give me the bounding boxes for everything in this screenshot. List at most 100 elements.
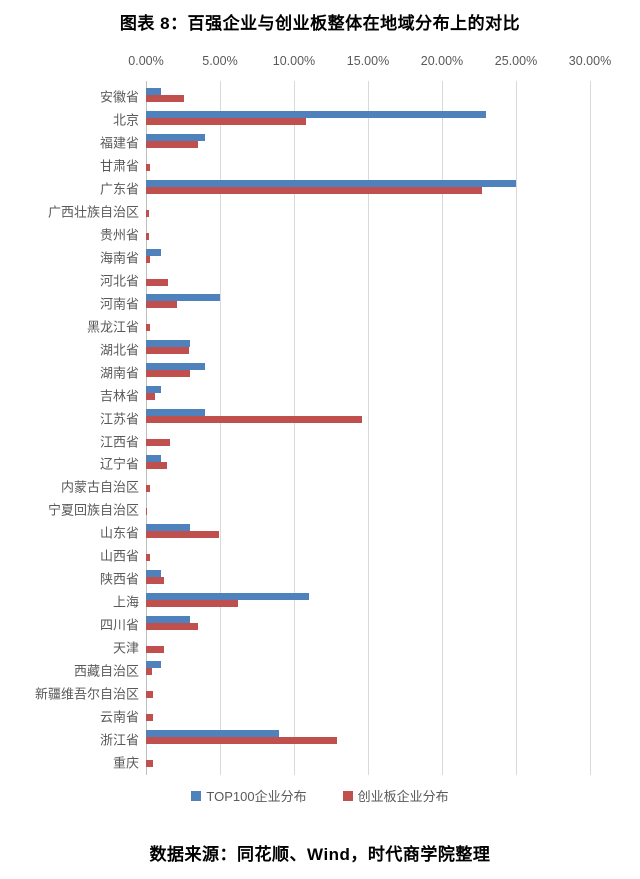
bar-chinext	[146, 668, 152, 676]
bar-chinext	[146, 416, 363, 424]
category-label: 湖北省	[99, 342, 139, 358]
category-label: 河南省	[99, 296, 139, 312]
legend: TOP100企业分布 创业板企业分布	[0, 786, 640, 805]
category-row: 河北省	[100, 269, 590, 292]
gridline	[590, 81, 591, 775]
bar-chinext	[146, 530, 219, 538]
category-label: 内蒙古自治区	[60, 479, 139, 495]
legend-item: TOP100企业分布	[191, 786, 307, 805]
bar-pair	[146, 179, 590, 194]
category-label: 江西省	[99, 434, 139, 450]
category-row: 陕西省	[100, 567, 590, 590]
gridline	[516, 81, 517, 775]
category-row: 湖南省	[100, 360, 590, 383]
category-axis-line	[146, 81, 147, 775]
bar-chinext	[146, 553, 151, 561]
bar-top100	[146, 386, 161, 394]
legend-label: TOP100企业分布	[206, 789, 307, 804]
bar-chinext	[146, 691, 154, 699]
chart-title: 图表 8：百强企业与创业板整体在地域分布上的对比	[119, 14, 521, 33]
bar-chinext	[146, 462, 167, 469]
bar-pair	[146, 110, 590, 125]
bar-rows: 安徽省 北京 福建省 甘肃省 广东省 广西壮族自治区 贵州省 海南省 河北省 河南省 黑龙江省 湖北省…	[35, 85, 590, 773]
bar-chinext	[146, 393, 155, 401]
category-row: 新疆维吾尔自治区	[35, 681, 590, 704]
bar-chinext	[146, 255, 151, 263]
bar-pair	[146, 248, 590, 263]
category-row: 广东省	[100, 177, 590, 200]
category-row: 江苏省	[100, 406, 590, 429]
category-label: 山西省	[99, 548, 139, 564]
category-row: 内蒙古自治区	[61, 475, 590, 498]
bar-top100	[146, 248, 161, 256]
bar-pair	[146, 569, 590, 584]
category-label: 贵州省	[99, 227, 139, 243]
category-row: 四川省	[100, 613, 590, 636]
category-row: 湖北省	[100, 337, 590, 360]
category-label: 江苏省	[99, 411, 139, 427]
category-row: 宁夏回族自治区	[48, 498, 590, 521]
bar-pair	[146, 523, 590, 538]
bar-top100	[146, 615, 191, 623]
category-label: 海南省	[99, 250, 139, 266]
bar-pair	[146, 363, 590, 378]
bar-top100	[146, 88, 161, 95]
bar-chinext	[146, 760, 154, 768]
bar-top100	[146, 523, 191, 531]
category-label: 重庆	[112, 755, 139, 771]
bar-chinext	[146, 737, 337, 745]
legend-swatch-icon	[342, 790, 353, 801]
bar-top100	[146, 363, 206, 371]
bar-pair	[146, 157, 590, 171]
category-label: 广西壮族自治区	[47, 204, 139, 220]
bar-pair	[146, 730, 590, 745]
bar-pair	[146, 455, 590, 469]
bar-chinext	[146, 232, 149, 240]
bar-pair	[146, 203, 590, 217]
category-row: 上海	[113, 590, 590, 613]
source-note: 数据来源：同花顺、Wind，时代商学院整理	[149, 845, 491, 864]
bar-chinext	[146, 95, 185, 102]
bar-top100	[146, 294, 220, 302]
bar-pair	[146, 294, 590, 309]
bar-pair	[146, 272, 590, 286]
category-label: 河北省	[99, 273, 139, 289]
bar-chinext	[146, 324, 151, 332]
x-tick-label: 30.00%	[568, 54, 612, 68]
bar-top100	[146, 179, 516, 187]
x-tick-label: 25.00%	[494, 54, 538, 68]
bar-top100	[146, 592, 309, 600]
bar-top100	[146, 133, 206, 141]
category-label: 四川省	[99, 617, 139, 633]
bar-chinext	[146, 576, 164, 584]
bar-chinext	[146, 301, 178, 309]
bar-top100	[146, 569, 161, 577]
category-row: 甘肃省	[100, 154, 590, 177]
category-row: 山东省	[100, 521, 590, 544]
bar-pair	[146, 684, 590, 699]
category-row: 山西省	[100, 544, 590, 567]
category-label: 黑龙江省	[86, 319, 139, 335]
category-row: 安徽省	[100, 85, 590, 108]
bar-chinext	[146, 484, 151, 492]
legend-label: 创业板企业分布	[357, 789, 449, 804]
bar-top100	[146, 110, 487, 118]
x-axis-tick-labels: 0.00% 5.00% 10.00% 15.00% 20.00% 25.00% 30.00%	[128, 54, 611, 74]
category-row: 黑龙江省	[87, 314, 590, 337]
legend-item: 创业板企业分布	[342, 786, 449, 805]
category-row: 海南省	[100, 246, 590, 269]
bar-chinext	[146, 278, 169, 286]
category-row: 西藏自治区	[74, 658, 590, 681]
bar-chinext	[146, 163, 151, 171]
category-row: 广西壮族自治区	[48, 200, 590, 223]
bar-chinext	[146, 140, 198, 148]
bar-pair	[146, 340, 590, 355]
bar-chinext	[146, 186, 482, 194]
bar-pair	[146, 707, 590, 722]
category-label: 陕西省	[99, 571, 139, 587]
category-label: 安徽省	[99, 89, 139, 105]
bar-pair	[146, 317, 590, 332]
bar-chinext	[146, 714, 154, 722]
category-label: 吉林省	[99, 388, 139, 404]
x-tick-label: 15.00%	[346, 54, 390, 68]
